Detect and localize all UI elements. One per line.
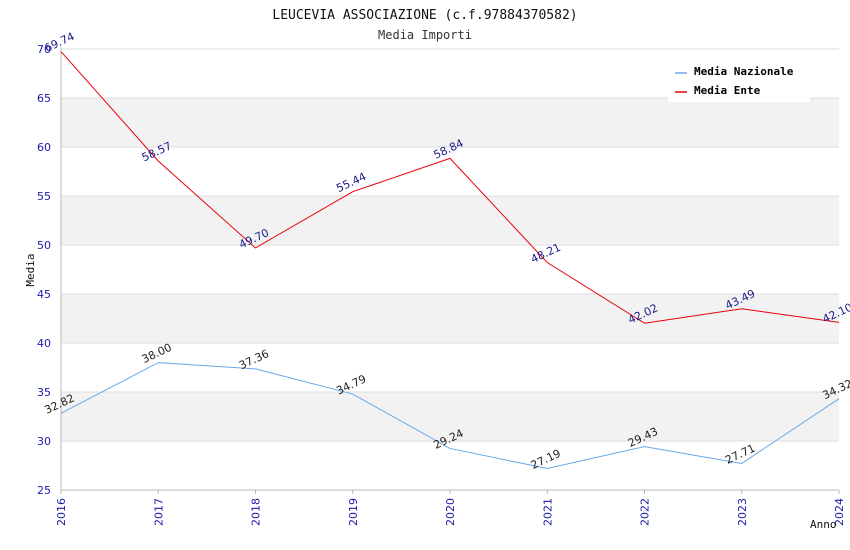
grid-band (61, 294, 839, 343)
y-tick-label: 45 (37, 288, 51, 301)
series-lines (60, 51, 840, 470)
y-axis-title: Media (24, 253, 37, 286)
grid-band (61, 98, 839, 147)
y-axis-ticks: 25 30 35 40 45 50 55 60 65 70 (37, 43, 51, 497)
x-axis-title: Anno (810, 518, 837, 531)
data-label-media-nazionale: 38.00 (140, 341, 174, 366)
series-line-media-nazionale (60, 362, 840, 470)
x-tick-label: 2020 (444, 498, 457, 526)
y-tick-label: 60 (37, 141, 51, 154)
x-tick-label: 2017 (152, 498, 165, 526)
grid-band (61, 392, 839, 441)
x-tick-label: 2019 (347, 498, 360, 526)
x-tick-label: 2018 (250, 498, 263, 526)
x-tick-label: 2023 (736, 498, 749, 526)
y-tick-label: 35 (37, 386, 51, 399)
grid-bands (61, 48, 839, 491)
y-tick-label: 30 (37, 435, 51, 448)
x-tick-label: 2022 (639, 498, 652, 526)
y-tick-label: 70 (37, 43, 51, 56)
series-line-media-ente (60, 51, 840, 324)
grid-band (61, 196, 839, 245)
x-tick-label: 2021 (541, 498, 554, 526)
chart-title: LEUCEVIA ASSOCIAZIONE (c.f.97884370582) (272, 8, 577, 23)
data-label-media-ente: 55.44 (334, 170, 368, 195)
y-tick-label: 65 (37, 92, 51, 105)
x-axis-ticks: 2016 2017 2018 2019 2020 2021 2022 2023 2024 (55, 490, 846, 526)
legend-label-media-ente: Media Ente (694, 84, 761, 97)
data-label-media-ente: 69.74 (42, 30, 76, 55)
legend: Media Nazionale Media Ente (668, 60, 810, 102)
y-tick-label: 40 (37, 337, 51, 350)
chart-subtitle: Media Importi (378, 28, 472, 42)
y-tick-label: 50 (37, 239, 51, 252)
x-tick-label: 2024 (833, 498, 846, 526)
y-tick-label: 25 (37, 484, 51, 497)
legend-box (668, 60, 810, 102)
y-tick-label: 55 (37, 190, 51, 203)
legend-label-media-nazionale: Media Nazionale (694, 65, 794, 78)
x-tick-label: 2016 (55, 498, 68, 526)
